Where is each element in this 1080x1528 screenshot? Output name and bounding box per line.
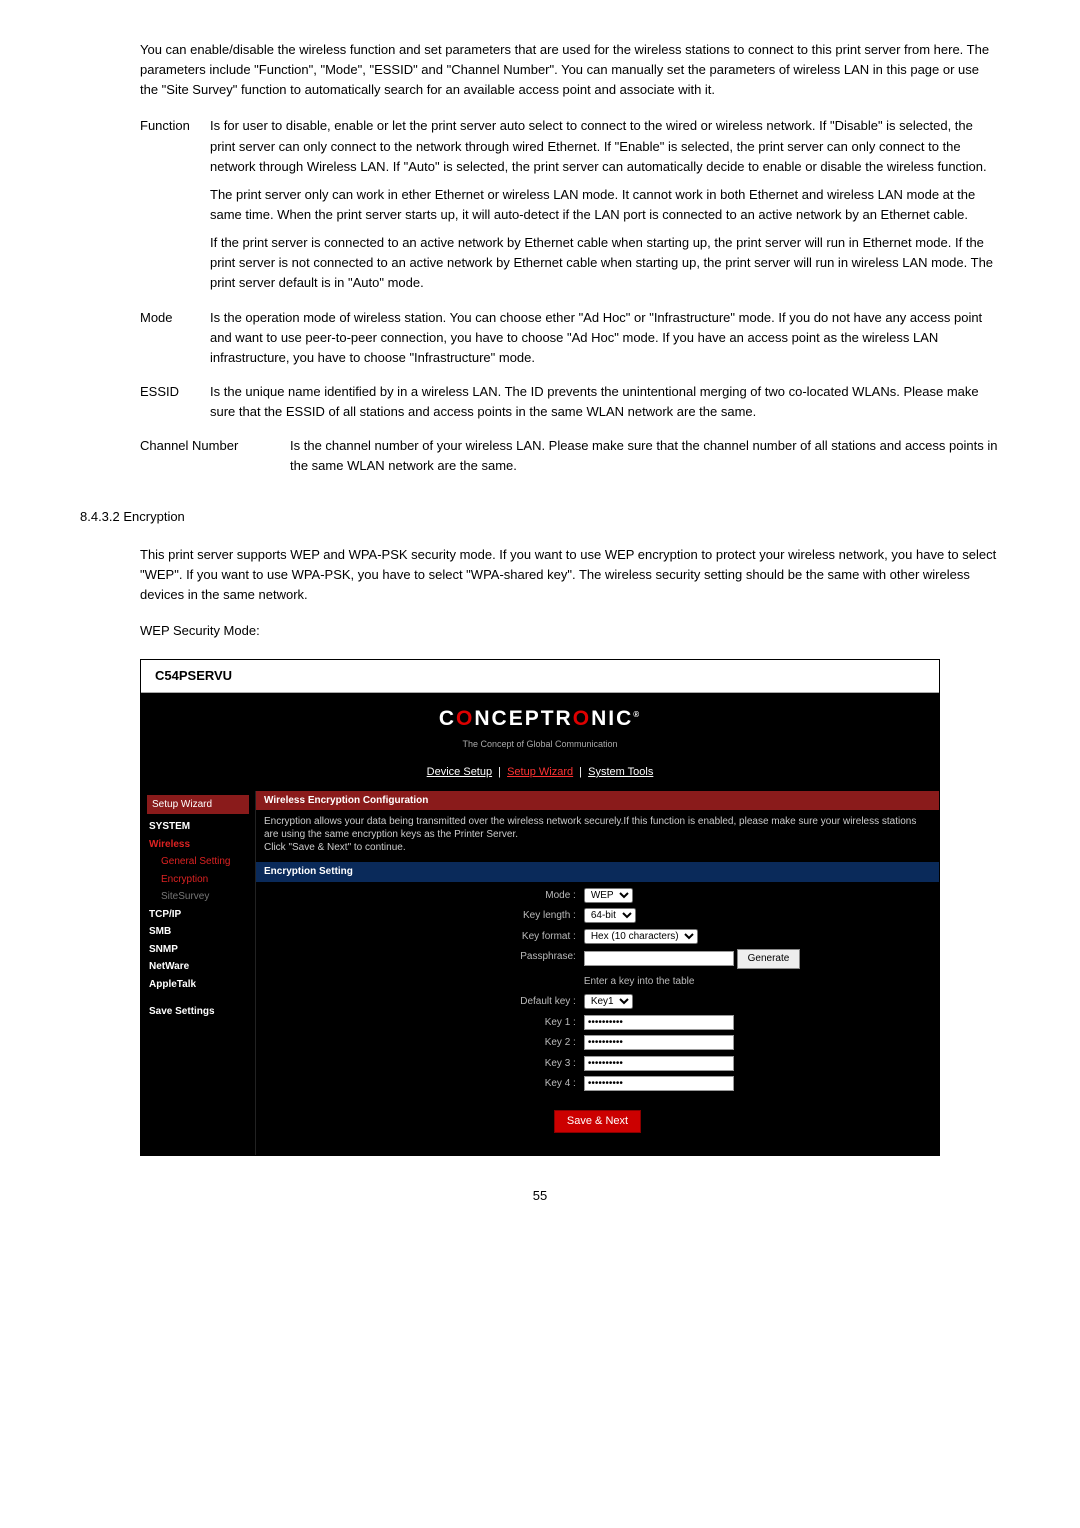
save-next-button[interactable]: Save & Next <box>554 1110 641 1133</box>
sidebar-item-snmp[interactable]: SNMP <box>147 941 249 959</box>
definition-mode: Mode Is the operation mode of wireless s… <box>140 308 1000 368</box>
definition-essid: ESSID Is the unique name identified by i… <box>140 382 1000 422</box>
window-title: C54PSERVU <box>155 666 232 686</box>
hint-text: Enter a key into the table <box>584 974 939 990</box>
passphrase-input[interactable] <box>584 951 734 966</box>
defaultkey-select[interactable]: Key1 <box>584 994 633 1009</box>
paragraph: WEP Security Mode: <box>140 621 1000 641</box>
tab-setup-wizard[interactable]: Setup Wizard <box>507 766 573 778</box>
label-mode: Mode : <box>256 888 584 904</box>
label-keylength: Key length : <box>256 908 584 924</box>
main-panel: Wireless Encryption Configuration Encryp… <box>256 791 939 1155</box>
generate-button[interactable]: Generate <box>737 949 801 969</box>
brand-logo: CONCEPTRONIC® <box>141 703 939 736</box>
sidebar-item-wireless[interactable]: Wireless <box>147 836 249 854</box>
help-text: Encryption allows your data being transm… <box>256 810 939 862</box>
definition-body: Is for user to disable, enable or let th… <box>210 116 1000 293</box>
brand-area: CONCEPTRONIC® The Concept of Global Comm… <box>141 693 939 757</box>
sidebar-item-save[interactable]: Save Settings <box>147 1003 249 1021</box>
keylength-select[interactable]: 64-bit <box>584 908 636 923</box>
definition-label: Function <box>140 116 210 293</box>
mode-select[interactable]: WEP <box>584 888 633 903</box>
label-key2: Key 2 : <box>256 1035 584 1051</box>
sidebar-item-appletalk[interactable]: AppleTalk <box>147 976 249 994</box>
definition-body: Is the operation mode of wireless statio… <box>210 308 1000 368</box>
key2-input[interactable] <box>584 1035 734 1050</box>
definition-body: Is the channel number of your wireless L… <box>290 436 1000 476</box>
definition-label: Channel Number <box>140 436 290 476</box>
sidebar: Setup Wizard SYSTEM Wireless General Set… <box>141 791 256 1155</box>
definition-channel: Channel Number Is the channel number of … <box>140 436 1000 476</box>
sidebar-sub-encryption[interactable]: Encryption <box>147 871 249 889</box>
label-key4: Key 4 : <box>256 1076 584 1092</box>
page-number: 55 <box>80 1186 1000 1206</box>
sidebar-item-tcpip[interactable]: TCP/IP <box>147 906 249 924</box>
key1-input[interactable] <box>584 1015 734 1030</box>
sidebar-header: Setup Wizard <box>147 795 249 815</box>
panel-subheader: Encryption Setting <box>256 862 939 882</box>
intro-paragraph: You can enable/disable the wireless func… <box>140 40 1000 100</box>
nav-tabs: Device Setup | Setup Wizard | System Too… <box>141 758 939 791</box>
sidebar-sub-general[interactable]: General Setting <box>147 853 249 871</box>
paragraph: This print server supports WEP and WPA-P… <box>140 545 1000 605</box>
brand-tagline: The Concept of Global Communication <box>141 738 939 752</box>
tab-device-setup[interactable]: Device Setup <box>427 766 492 778</box>
section-heading: 8.4.3.2 Encryption <box>80 507 1000 527</box>
definition-function: Function Is for user to disable, enable … <box>140 116 1000 293</box>
sidebar-item-smb[interactable]: SMB <box>147 923 249 941</box>
definition-label: ESSID <box>140 382 210 422</box>
keyformat-select[interactable]: Hex (10 characters) <box>584 929 698 944</box>
label-passphrase: Passphrase: <box>256 949 584 969</box>
window-titlebar: C54PSERVU <box>141 660 939 693</box>
label-keyformat: Key format : <box>256 929 584 945</box>
definition-text: If the print server is connected to an a… <box>210 233 1000 293</box>
label-key3: Key 3 : <box>256 1056 584 1072</box>
definition-body: Is the unique name identified by in a wi… <box>210 382 1000 422</box>
key4-input[interactable] <box>584 1076 734 1091</box>
definition-label: Mode <box>140 308 210 368</box>
key3-input[interactable] <box>584 1056 734 1071</box>
panel-header: Wireless Encryption Configuration <box>256 791 939 811</box>
sidebar-item-system[interactable]: SYSTEM <box>147 818 249 836</box>
definition-text: The print server only can work in ether … <box>210 185 1000 225</box>
tab-system-tools[interactable]: System Tools <box>588 766 653 778</box>
screenshot: C54PSERVU CONCEPTRONIC® The Concept of G… <box>140 659 940 1156</box>
label-key1: Key 1 : <box>256 1015 584 1031</box>
sidebar-item-netware[interactable]: NetWare <box>147 958 249 976</box>
sidebar-sub-sitesurvey[interactable]: SiteSurvey <box>147 888 249 906</box>
definition-text: Is for user to disable, enable or let th… <box>210 116 1000 176</box>
label-defaultkey: Default key : <box>256 994 584 1010</box>
